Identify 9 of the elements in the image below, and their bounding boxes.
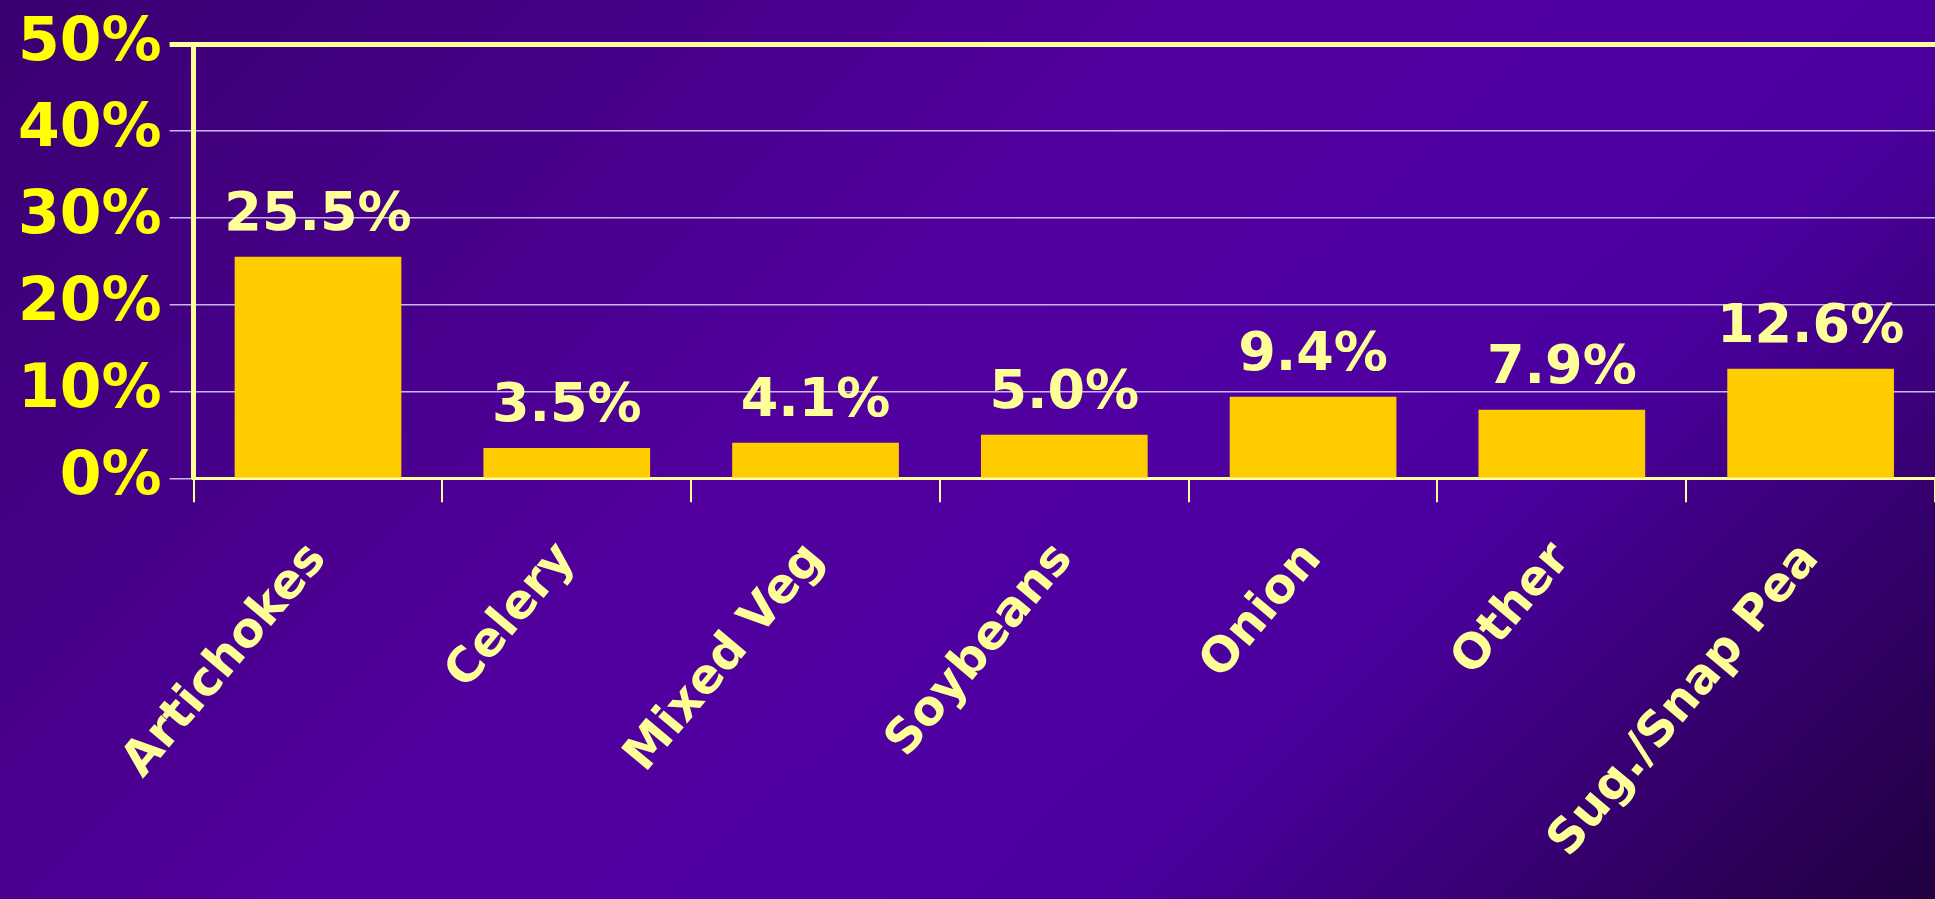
data-label: 9.4%	[1238, 319, 1388, 383]
data-label: 12.6%	[1716, 291, 1905, 355]
y-tick-label: 50%	[17, 3, 162, 74]
y-tick-label: 40%	[17, 90, 162, 161]
y-tick-label: 30%	[17, 177, 162, 248]
data-label: 7.9%	[1486, 332, 1637, 396]
y-tick-label: 20%	[17, 264, 162, 335]
y-tick-label: 10%	[17, 351, 162, 422]
y-tick-label: 0%	[59, 437, 162, 508]
